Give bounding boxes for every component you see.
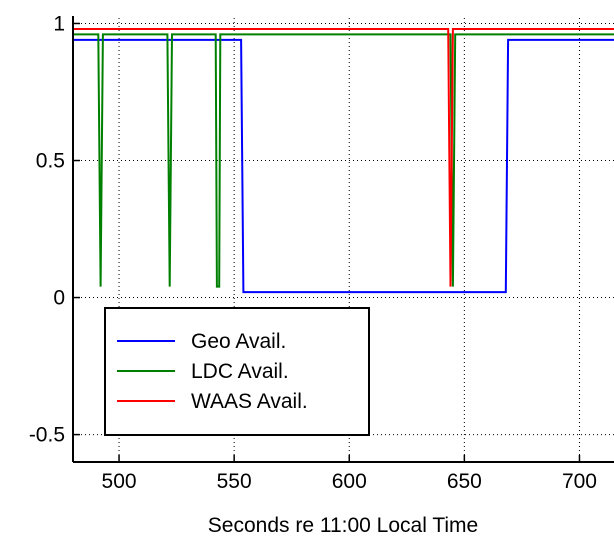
series-line-1	[73, 38, 614, 294]
legend-label-1: Geo Avail.	[191, 330, 286, 353]
series-line-2	[73, 33, 614, 288]
y-tick-label: 0.5	[36, 150, 65, 173]
y-tick-label: -0.5	[29, 424, 65, 447]
x-tick-label: 600	[332, 470, 367, 493]
x-tick-label: 550	[217, 470, 252, 493]
series-lines	[73, 28, 614, 294]
legend-label-3: WAAS Avail.	[191, 390, 308, 413]
legend-label-2: LDC Avail.	[191, 360, 289, 383]
legend: Geo Avail. LDC Avail. WAAS Avail.	[104, 307, 370, 436]
x-tick-label: 500	[102, 470, 137, 493]
x-axis-label: Seconds re 11:00 Local Time	[208, 514, 478, 537]
y-tick-label: 0	[53, 287, 65, 310]
axes	[72, 16, 614, 463]
x-tick-label: 700	[562, 470, 597, 493]
tick-labels: 500 550 600 650 700 -0.5 0 0.5 1	[29, 12, 597, 493]
y-tick-label: 1	[53, 12, 65, 35]
series-line-3	[73, 28, 614, 287]
x-tick-label: 650	[447, 470, 482, 493]
